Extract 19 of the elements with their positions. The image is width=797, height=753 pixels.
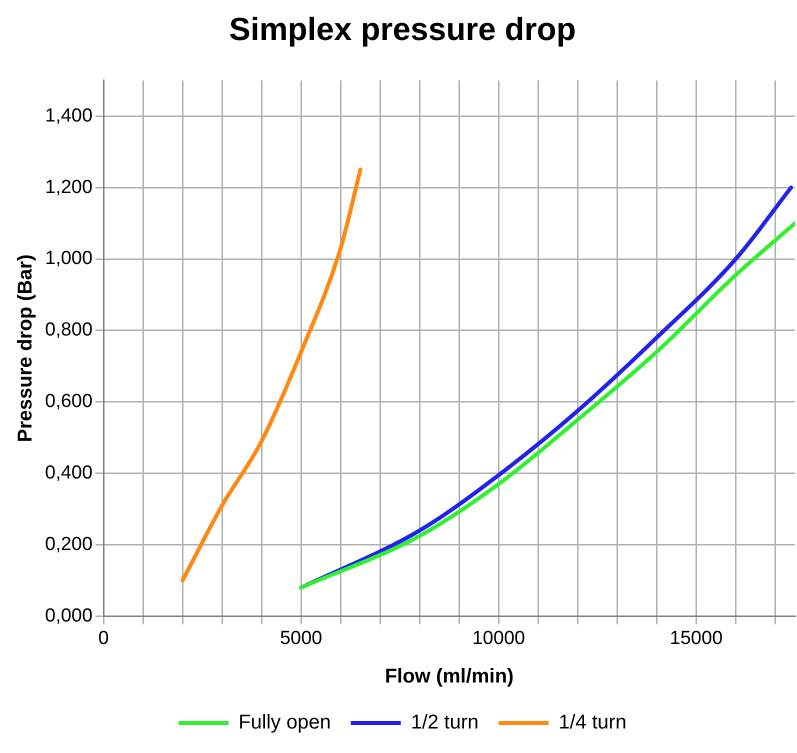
chart-title: Simplex pressure drop xyxy=(229,11,576,48)
y-tick-label: 1,000 xyxy=(45,248,93,270)
x-tick-label: 10000 xyxy=(472,628,526,649)
y-tick-label: 0,600 xyxy=(45,391,93,412)
y-axis-title: Pressure drop (Bar) xyxy=(14,254,37,442)
y-tick-label: 0,800 xyxy=(45,320,93,341)
y-tick-label: 0,000 xyxy=(45,605,93,626)
line-series xyxy=(180,168,362,582)
y-tick-label: 1,200 xyxy=(45,176,93,198)
legend-label: 1/2 turn xyxy=(410,712,479,734)
x-tick-label: 15000 xyxy=(670,628,723,649)
x-tick-label: 0 xyxy=(98,628,109,649)
x-axis-title: Flow (ml/min) xyxy=(384,666,514,688)
legend-label: 1/4 turn xyxy=(558,712,626,734)
legend-label: Fully open xyxy=(238,712,331,734)
y-tick-label: 0,200 xyxy=(45,534,93,555)
y-tick-label: 1,400 xyxy=(45,105,93,126)
x-tick-label: 5000 xyxy=(280,628,322,649)
y-tick-label: 0,400 xyxy=(45,462,93,484)
